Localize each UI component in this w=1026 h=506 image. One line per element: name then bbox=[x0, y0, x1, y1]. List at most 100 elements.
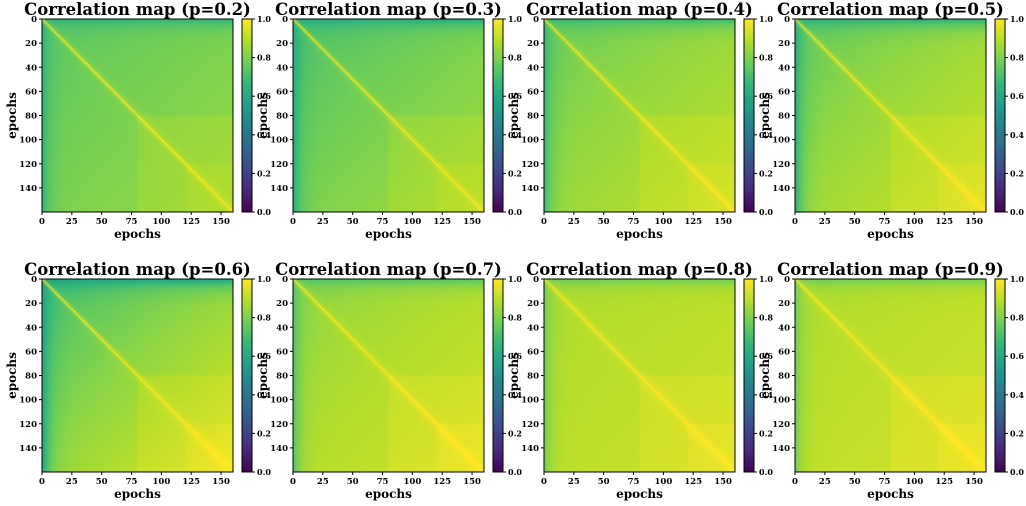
x-tick-label: 100 bbox=[153, 477, 171, 487]
x-tick-label: 25 bbox=[66, 477, 78, 487]
y-axis-label: epochs bbox=[507, 92, 521, 139]
y-tick-label: 100 bbox=[521, 136, 539, 146]
colorbar-tick-label: 1.0 bbox=[257, 274, 271, 284]
y-axis-label: epochs bbox=[758, 92, 772, 139]
x-tick-label: 0 bbox=[39, 217, 45, 227]
y-tick-label: 20 bbox=[527, 39, 539, 49]
x-axis-label: epochs bbox=[365, 487, 412, 501]
heatmap-image bbox=[293, 19, 484, 212]
y-tick-label: 80 bbox=[276, 112, 288, 122]
colorbar-tick-label: 0.2 bbox=[759, 168, 773, 178]
colorbar-tick-label: 0.4 bbox=[1010, 130, 1024, 140]
colorbar bbox=[493, 19, 503, 212]
heatmap-image bbox=[795, 19, 986, 212]
y-tick-label: 40 bbox=[25, 323, 37, 333]
heatmap-panel-7: Correlation map (p=0.8)0 25 50 75 100 125 1500… bbox=[507, 260, 773, 501]
x-tick-label: 50 bbox=[96, 217, 108, 227]
y-tick-label: 100 bbox=[270, 136, 288, 146]
y-tick-label: 120 bbox=[772, 160, 790, 170]
heatmap-image bbox=[293, 279, 484, 472]
x-axis-label: epochs bbox=[867, 227, 914, 241]
y-tick-label: 140 bbox=[521, 184, 539, 194]
y-tick-label: 20 bbox=[778, 299, 790, 309]
panel-title: Correlation map (p=0.7) bbox=[275, 260, 502, 279]
panel-title: Correlation map (p=0.8) bbox=[526, 260, 753, 279]
y-tick-label: 20 bbox=[276, 39, 288, 49]
colorbar-frame bbox=[241, 18, 253, 213]
y-axis-label: epochs bbox=[5, 352, 19, 399]
colorbar-tick-label: 0.8 bbox=[759, 53, 773, 63]
panel-title: Correlation map (p=0.4) bbox=[526, 0, 753, 19]
y-tick-label: 100 bbox=[772, 396, 790, 406]
colorbar-tick-label: 0.2 bbox=[508, 168, 522, 178]
y-tick-label: 100 bbox=[19, 396, 37, 406]
y-tick-label: 120 bbox=[19, 420, 37, 430]
x-axis-label: epochs bbox=[114, 227, 161, 241]
y-tick-label: 140 bbox=[521, 444, 539, 454]
x-tick-label: 100 bbox=[906, 217, 924, 227]
colorbar-frame bbox=[994, 18, 1006, 213]
x-tick-label: 125 bbox=[433, 477, 451, 487]
heatmap-panel-8: Correlation map (p=0.9)0 25 50 75 100 125 1500… bbox=[758, 260, 1024, 501]
colorbar bbox=[995, 19, 1005, 212]
heatmap-image bbox=[795, 279, 986, 472]
colorbar-tick-label: 0.2 bbox=[257, 168, 271, 178]
x-tick-label: 50 bbox=[347, 217, 359, 227]
colorbar-tick-label: 0.4 bbox=[508, 390, 522, 400]
y-tick-label: 80 bbox=[25, 112, 37, 122]
y-tick-label: 120 bbox=[521, 420, 539, 430]
y-tick-label: 20 bbox=[527, 299, 539, 309]
colorbar-tick-label: 1.0 bbox=[759, 274, 773, 284]
colorbar-tick-label: 1.0 bbox=[257, 14, 271, 24]
x-tick-label: 50 bbox=[849, 477, 861, 487]
colorbar-tick-label: 0.6 bbox=[1010, 351, 1024, 361]
x-tick-label: 150 bbox=[212, 217, 230, 227]
x-tick-label: 75 bbox=[377, 217, 389, 227]
colorbar-tick-label: 0.0 bbox=[508, 207, 522, 217]
heatmap-panel-2: Correlation map (p=0.3)0 25 50 75 100 125 1500… bbox=[256, 0, 522, 241]
colorbar-tick-label: 0.0 bbox=[1010, 467, 1024, 477]
x-tick-label: 150 bbox=[965, 477, 983, 487]
heatmap-panel-6: Correlation map (p=0.7)0 25 50 75 100 125 1500… bbox=[256, 260, 522, 501]
x-tick-label: 150 bbox=[463, 217, 481, 227]
y-axis-label: epochs bbox=[758, 352, 772, 399]
panel-title: Correlation map (p=0.6) bbox=[24, 260, 251, 279]
colorbar-tick-label: 0.4 bbox=[759, 390, 773, 400]
colorbar bbox=[995, 279, 1005, 472]
y-tick-label: 120 bbox=[270, 160, 288, 170]
colorbar-frame bbox=[492, 18, 504, 213]
y-tick-label: 40 bbox=[778, 323, 790, 333]
colorbar-tick-label: 0.8 bbox=[1010, 53, 1024, 63]
y-tick-label: 80 bbox=[276, 372, 288, 382]
x-tick-label: 0 bbox=[792, 477, 798, 487]
x-tick-label: 0 bbox=[541, 217, 547, 227]
y-tick-label: 140 bbox=[19, 184, 37, 194]
x-tick-label: 0 bbox=[290, 217, 296, 227]
y-tick-label: 60 bbox=[778, 87, 790, 97]
y-tick-label: 120 bbox=[270, 420, 288, 430]
x-axis-label: epochs bbox=[867, 487, 914, 501]
colorbar bbox=[744, 279, 754, 472]
y-tick-label: 0 bbox=[784, 275, 790, 285]
y-tick-label: 40 bbox=[527, 63, 539, 73]
colorbar-tick-label: 0.4 bbox=[257, 130, 271, 140]
y-tick-label: 60 bbox=[527, 87, 539, 97]
x-axis-label: epochs bbox=[365, 227, 412, 241]
y-tick-label: 0 bbox=[533, 275, 539, 285]
panel-title: Correlation map (p=0.3) bbox=[275, 0, 502, 19]
colorbar-tick-label: 0.6 bbox=[759, 351, 773, 361]
colorbar-frame bbox=[743, 278, 755, 473]
y-tick-label: 20 bbox=[25, 39, 37, 49]
y-tick-label: 20 bbox=[778, 39, 790, 49]
x-tick-label: 25 bbox=[317, 477, 329, 487]
y-tick-label: 60 bbox=[25, 87, 37, 97]
heatmap-image bbox=[544, 279, 735, 472]
x-tick-label: 125 bbox=[684, 477, 702, 487]
heatmap-image bbox=[42, 19, 233, 212]
colorbar-tick-label: 0.8 bbox=[257, 313, 271, 323]
x-tick-label: 75 bbox=[879, 217, 891, 227]
x-tick-label: 0 bbox=[290, 477, 296, 487]
x-axis-label: epochs bbox=[616, 227, 663, 241]
colorbar-tick-label: 0.2 bbox=[759, 428, 773, 438]
